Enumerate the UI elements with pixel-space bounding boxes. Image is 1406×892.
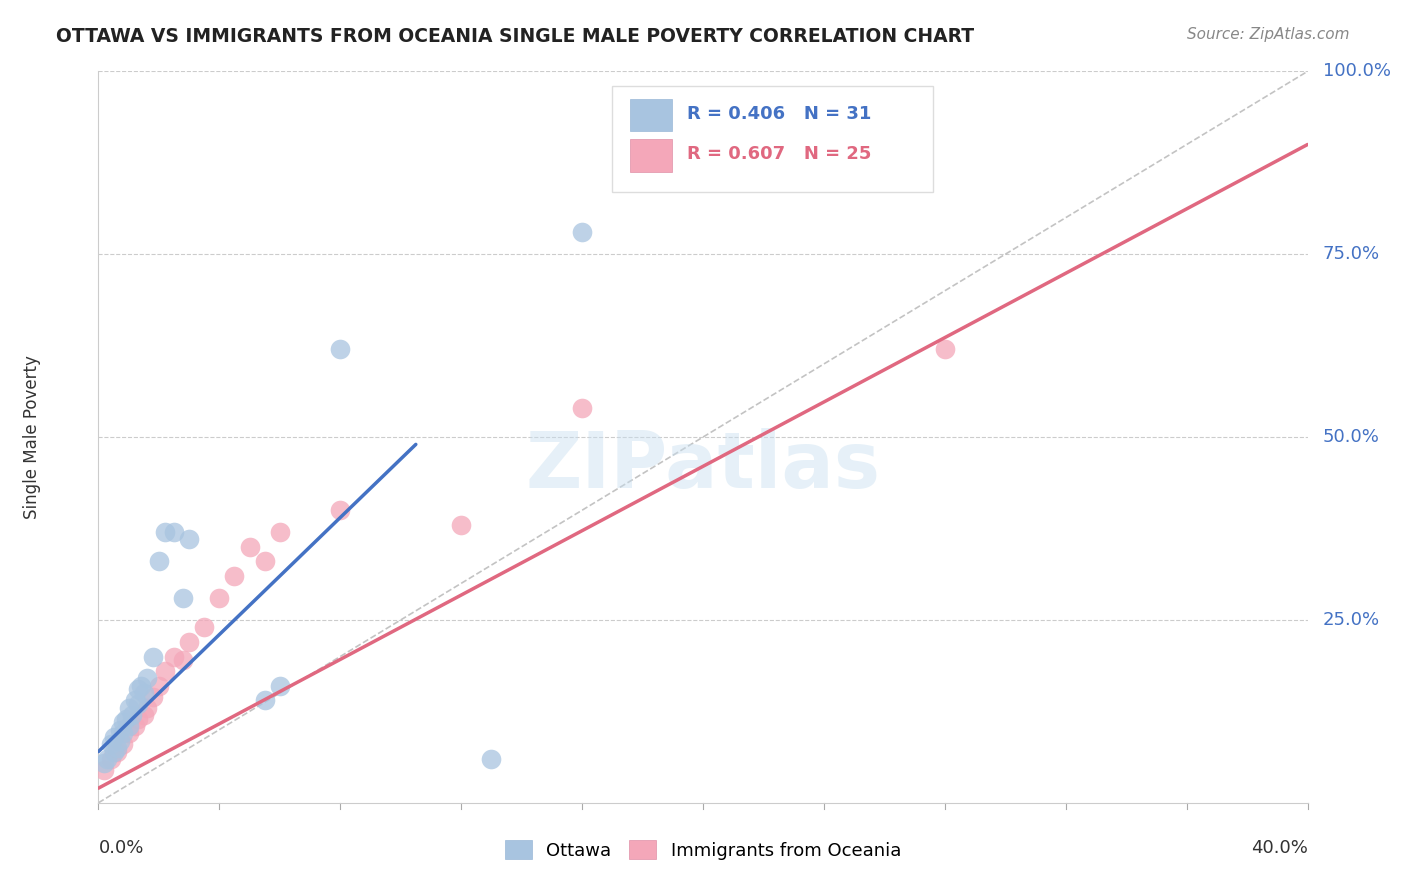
Point — [224, 569, 246, 583]
Point — [269, 679, 291, 693]
Point — [127, 712, 149, 726]
Point — [93, 756, 115, 770]
Text: 50.0%: 50.0% — [1323, 428, 1379, 446]
Point — [132, 686, 155, 700]
Point — [127, 697, 149, 711]
Text: R = 0.406   N = 31: R = 0.406 N = 31 — [688, 104, 872, 123]
Point — [100, 752, 122, 766]
Point — [118, 726, 141, 740]
Point — [934, 343, 956, 357]
Point — [135, 672, 157, 686]
Text: 25.0%: 25.0% — [1323, 611, 1379, 629]
Point — [142, 649, 165, 664]
Text: Source: ZipAtlas.com: Source: ZipAtlas.com — [1187, 27, 1350, 42]
Point — [111, 726, 134, 740]
Point — [121, 708, 143, 723]
Point — [135, 700, 157, 714]
Point — [93, 763, 115, 777]
Legend: Ottawa, Immigrants from Oceania: Ottawa, Immigrants from Oceania — [498, 833, 908, 867]
Point — [163, 525, 186, 540]
Point — [96, 752, 118, 766]
Point — [148, 679, 170, 693]
Point — [124, 719, 146, 733]
Point — [153, 664, 176, 678]
Point — [172, 591, 194, 605]
Point — [253, 554, 276, 568]
Point — [105, 740, 128, 755]
Point — [111, 737, 134, 751]
Point — [108, 723, 131, 737]
Point — [142, 690, 165, 704]
Point — [108, 733, 131, 747]
Point — [329, 343, 352, 357]
Text: OTTAWA VS IMMIGRANTS FROM OCEANIA SINGLE MALE POVERTY CORRELATION CHART: OTTAWA VS IMMIGRANTS FROM OCEANIA SINGLE… — [56, 27, 974, 45]
Point — [153, 525, 176, 540]
Text: R = 0.607   N = 25: R = 0.607 N = 25 — [688, 145, 872, 163]
Point — [118, 719, 141, 733]
Point — [127, 682, 149, 697]
Point — [118, 700, 141, 714]
FancyBboxPatch shape — [613, 86, 932, 192]
Text: Single Male Poverty: Single Male Poverty — [22, 355, 41, 519]
Point — [105, 745, 128, 759]
Point — [179, 635, 201, 649]
Point — [148, 554, 170, 568]
Text: 40.0%: 40.0% — [1251, 839, 1308, 857]
Point — [114, 712, 136, 726]
Point — [124, 693, 146, 707]
Point — [172, 653, 194, 667]
Point — [193, 620, 215, 634]
Point — [481, 752, 503, 766]
Point — [129, 679, 152, 693]
Point — [208, 591, 231, 605]
Point — [111, 715, 134, 730]
Text: 0.0%: 0.0% — [98, 839, 143, 857]
Point — [103, 730, 125, 744]
Point — [253, 693, 276, 707]
FancyBboxPatch shape — [630, 139, 672, 171]
Point — [100, 737, 122, 751]
Point — [239, 540, 262, 554]
Text: ZIPatlas: ZIPatlas — [526, 428, 880, 504]
Point — [179, 533, 201, 547]
Point — [450, 517, 472, 532]
Point — [329, 503, 352, 517]
Point — [163, 649, 186, 664]
Text: 100.0%: 100.0% — [1323, 62, 1391, 80]
Point — [571, 401, 593, 415]
FancyBboxPatch shape — [630, 99, 672, 131]
Point — [269, 525, 291, 540]
Point — [132, 708, 155, 723]
Text: 75.0%: 75.0% — [1323, 245, 1379, 263]
Point — [103, 745, 125, 759]
Point — [571, 225, 593, 239]
